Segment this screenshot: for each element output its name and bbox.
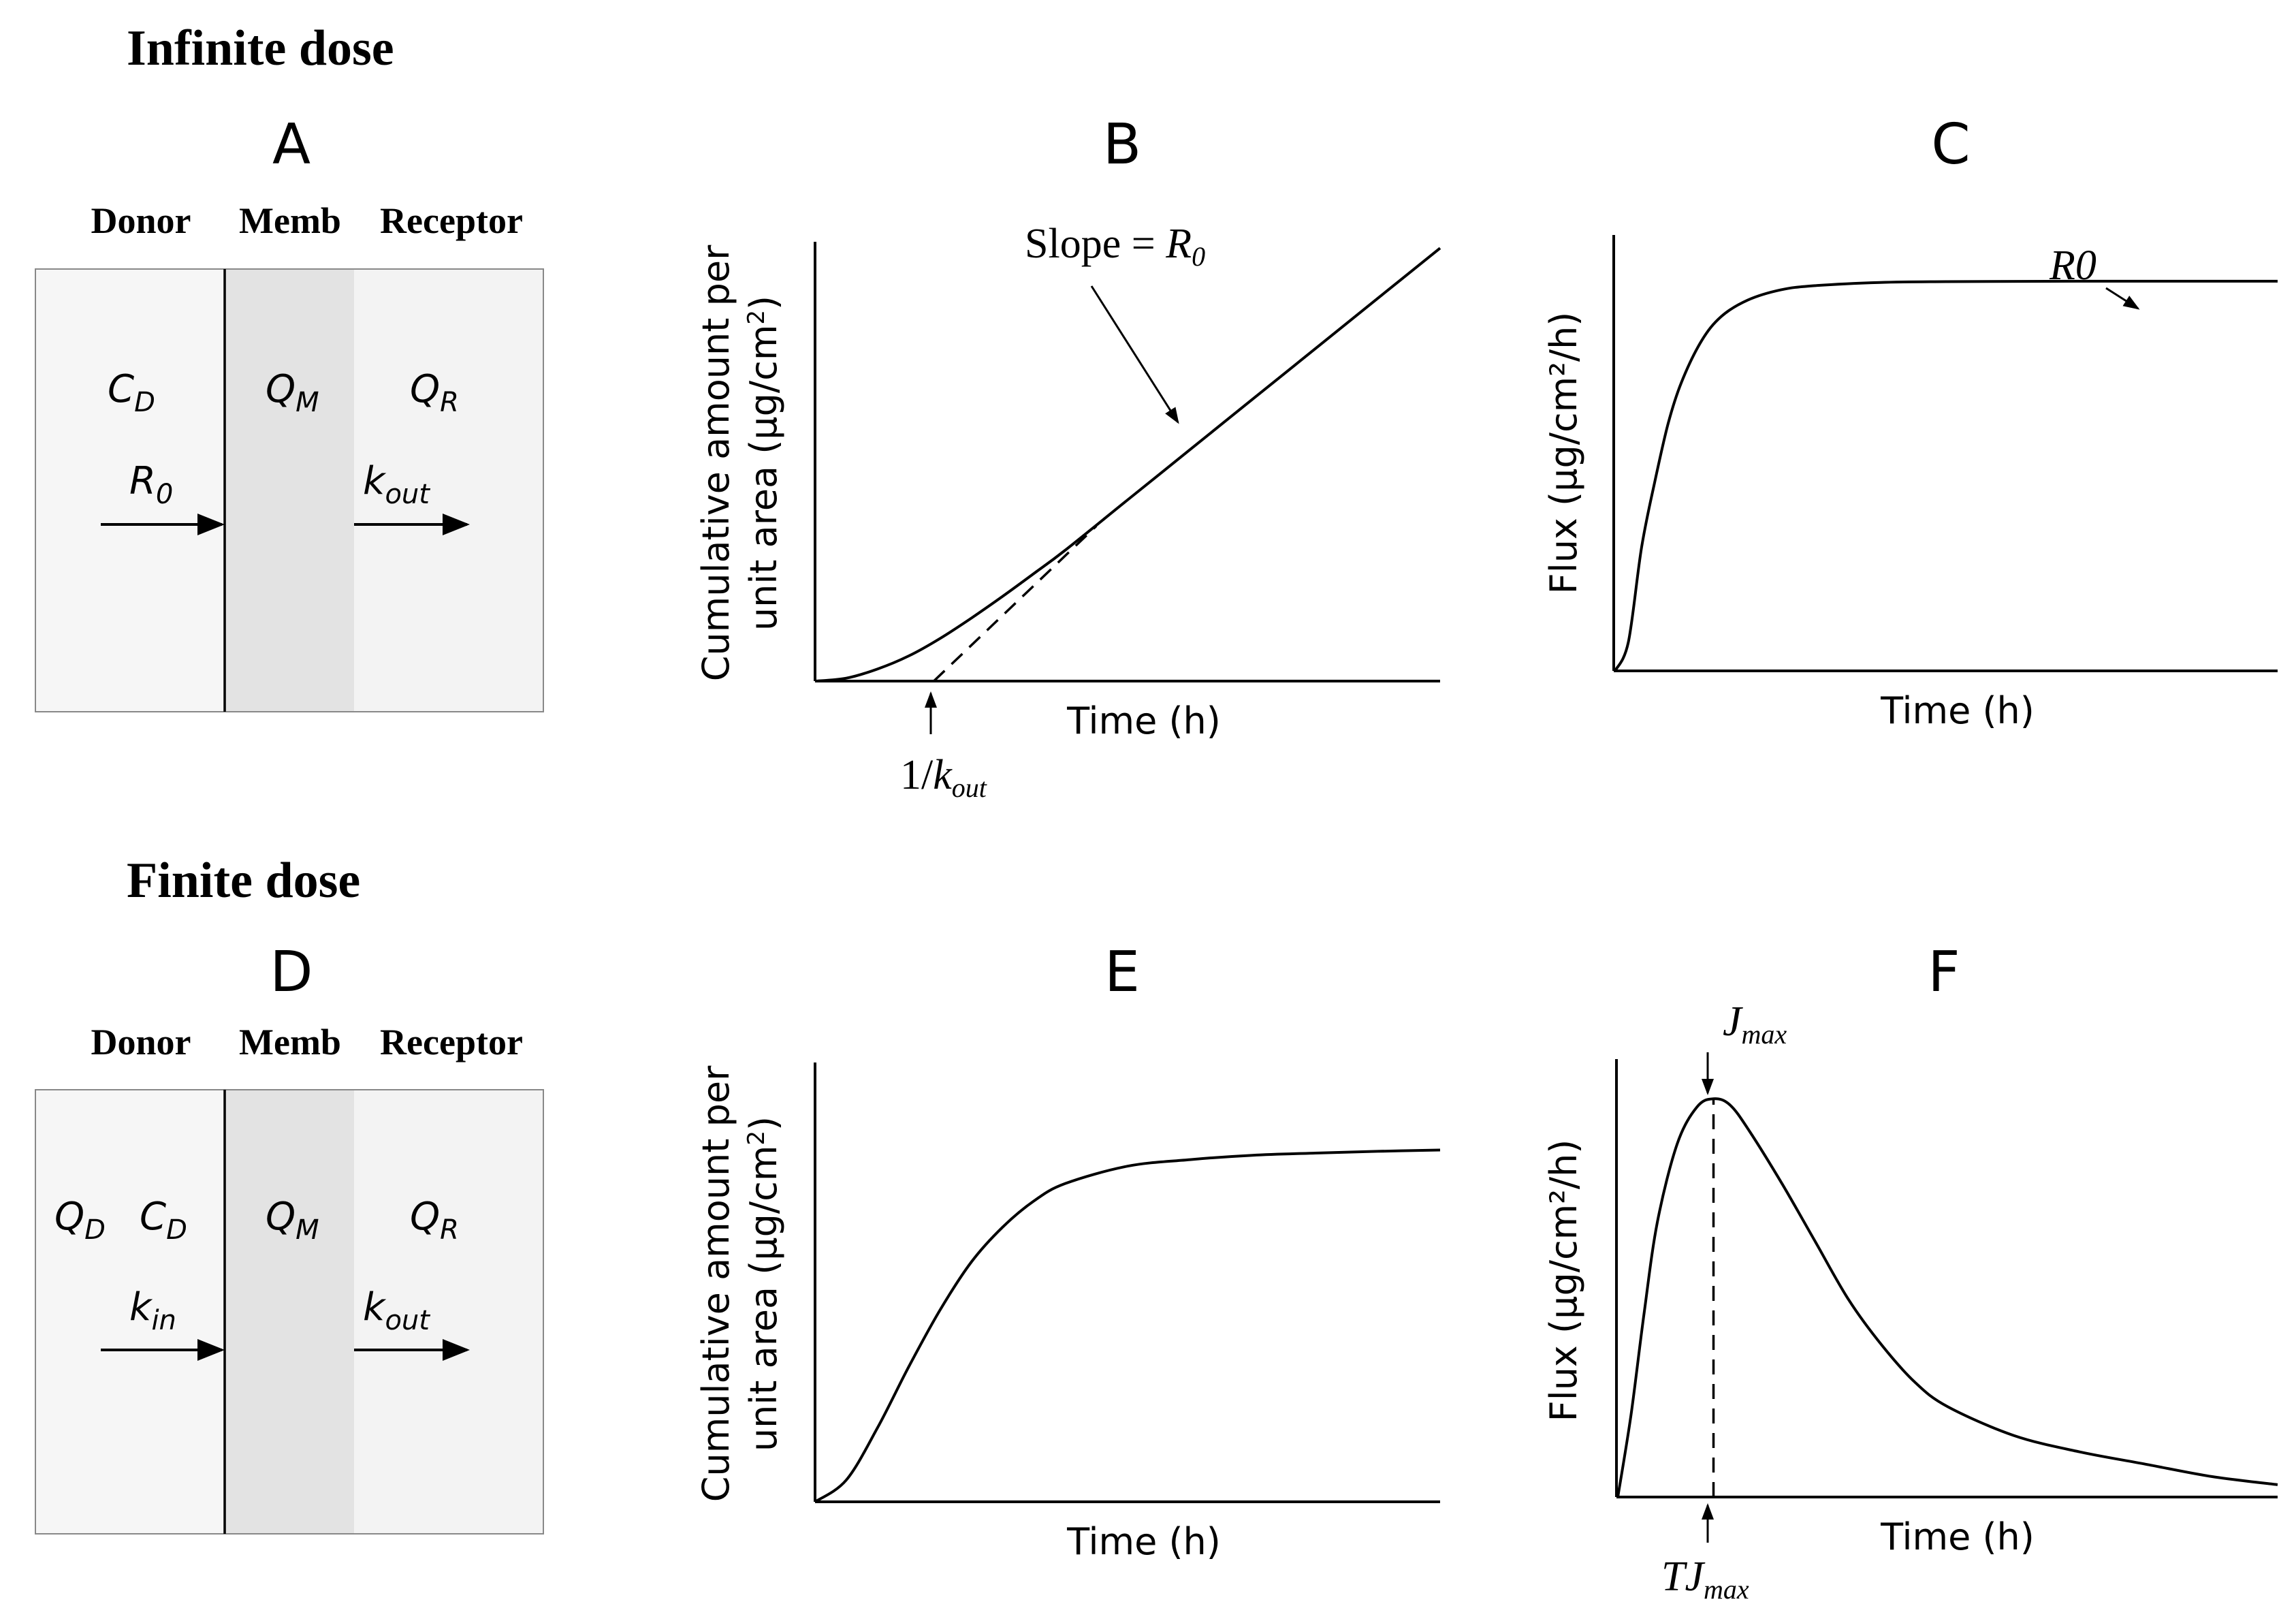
symbol-cd-d: CD [140, 1195, 187, 1246]
finite-dose-title: Finite dose [127, 853, 360, 909]
slope-annotation: Slope = R0 [1025, 221, 1205, 272]
symbol-qm: QM [266, 367, 319, 418]
compartment-frame-d [35, 1089, 544, 1535]
panel-e-y-label-1: Cumulative amount per [695, 1065, 737, 1502]
panel-f-y-label: Flux (μg/cm²/h) [1542, 1139, 1585, 1422]
panel-a: A Donor Memb Receptor CD QM QR R0 kout [35, 112, 544, 712]
symbol-qd: QD [54, 1195, 106, 1246]
symbol-qr: QR [410, 367, 459, 418]
r0-pointer-arrow-icon [2105, 287, 2140, 310]
symbol-kout-a: kout [363, 459, 430, 510]
tjmax-annotation: TJmax [1661, 1554, 1749, 1605]
panel-c-letter: C [1931, 112, 1970, 177]
panel-e-y-label-2: unit area (μg/cm2) [742, 1116, 785, 1451]
donor-header-d: Donor [91, 1022, 191, 1063]
panel-d-letter: D [270, 940, 313, 1005]
lag-time-annotation: 1/kout [900, 752, 987, 803]
panel-b-asymptote-dashed [933, 525, 1098, 682]
panel-e-letter: E [1104, 940, 1140, 1005]
panel-f: F Flux (μg/cm²/h) Time (h) Jmax TJmax [1542, 940, 2278, 1605]
panel-c-flux-curve [1614, 279, 2278, 672]
panel-c-x-label: Time (h) [1880, 689, 2035, 732]
panel-c: C Flux (μg/cm²/h) Time (h) R0 [1542, 112, 2278, 732]
panel-e: E Cumulative amount per unit area (μg/cm… [695, 940, 1441, 1563]
receptor-header: Receptor [380, 200, 523, 241]
memb-header-d: Memb [239, 1022, 341, 1063]
donor-header: Donor [91, 200, 191, 241]
membrane-compartment [225, 269, 354, 712]
receptor-compartment-d [354, 1090, 543, 1534]
receptor-header-d: Receptor [380, 1022, 523, 1063]
compartment-frame [35, 268, 544, 712]
membrane-compartment-d [225, 1090, 354, 1534]
r0-annotation: R0 [2049, 242, 2096, 289]
memb-header: Memb [239, 200, 341, 241]
donor-compartment [35, 269, 225, 712]
receptor-compartment [354, 269, 543, 712]
panel-e-x-label: Time (h) [1066, 1520, 1221, 1563]
panel-c-y-label: Flux (μg/cm²/h) [1542, 312, 1585, 595]
panel-e-cumulative-curve [814, 1148, 1441, 1503]
jmax-annotation: Jmax [1723, 998, 1787, 1050]
symbol-qr-d: QR [410, 1195, 459, 1246]
donor-compartment-d [35, 1090, 225, 1534]
slope-pointer-arrow-icon [1090, 285, 1179, 424]
symbol-kout-d: kout [363, 1285, 430, 1336]
symbol-cd: CD [108, 367, 155, 418]
panel-b-cumulative-curve [814, 247, 1441, 682]
symbol-kin: kin [129, 1285, 176, 1336]
panel-a-letter: A [272, 112, 310, 177]
symbol-qm-d: QM [266, 1195, 319, 1246]
panel-b-y-label-1: Cumulative amount per [695, 245, 737, 681]
panel-b-y-label-2: unit area (μg/cm2) [742, 296, 785, 631]
symbol-r0: R0 [129, 459, 173, 510]
panel-d: D Donor Memb Receptor QD CD QM QR kin ko… [35, 940, 544, 1535]
panel-f-letter: F [1928, 940, 1960, 1005]
panel-f-flux-curve [1616, 1097, 2278, 1498]
panel-b: B Cumulative amount per unit area (μg/cm… [695, 112, 1441, 803]
panel-b-x-label: Time (h) [1066, 699, 1221, 742]
infinite-dose-title: Infinite dose [127, 20, 394, 76]
panel-b-letter: B [1103, 112, 1141, 177]
panel-f-x-label: Time (h) [1880, 1515, 2035, 1558]
